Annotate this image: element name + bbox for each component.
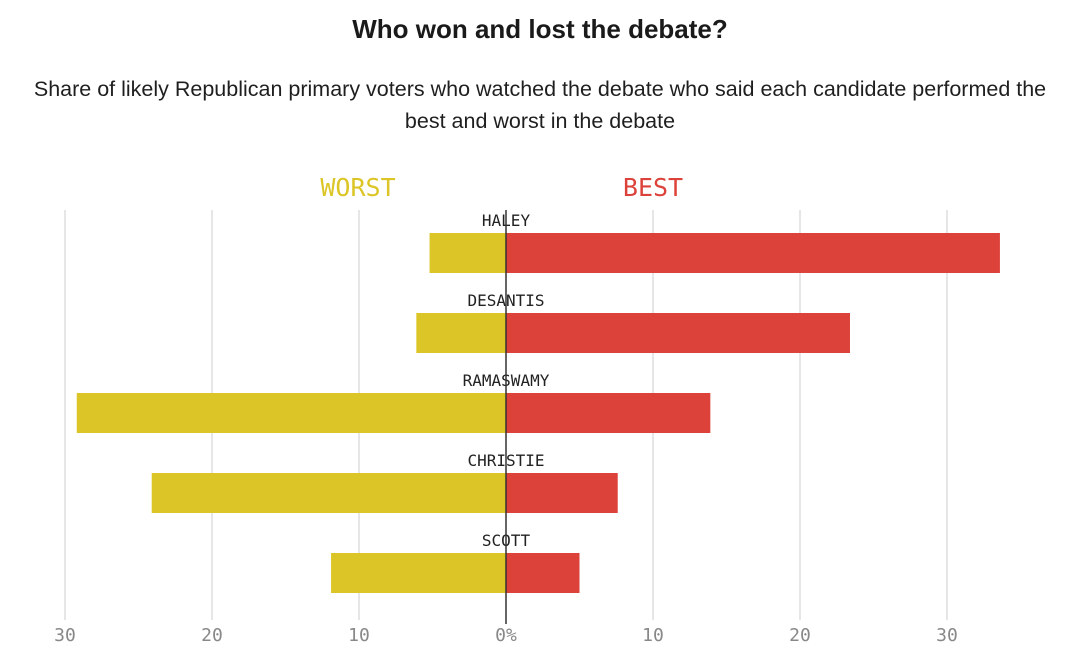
x-tick-label: 10 <box>348 625 370 646</box>
bar-worst-scott <box>331 553 506 593</box>
bar-worst-ramaswamy <box>76 393 506 433</box>
bar-best-christie <box>506 473 618 513</box>
bar-layer <box>76 233 1000 593</box>
x-tick-label: 10 <box>642 625 664 646</box>
bar-best-scott <box>506 553 580 593</box>
bar-worst-desantis <box>416 313 506 353</box>
x-tick-label: 30 <box>936 625 958 646</box>
x-tick-label: 30 <box>54 625 76 646</box>
bar-best-haley <box>506 233 1000 273</box>
x-tick-label: 20 <box>789 625 811 646</box>
bar-worst-haley <box>429 233 506 273</box>
legend-worst: WORST <box>320 173 395 202</box>
x-tick-label: 20 <box>201 625 223 646</box>
chart-subtitle: Share of likely Republican primary voter… <box>33 77 1047 133</box>
axis-layer: 30 20 10 0% 10 20 30 <box>54 210 958 646</box>
bar-best-ramaswamy <box>506 393 711 433</box>
bar-best-desantis <box>506 313 850 353</box>
bar-worst-christie <box>151 473 507 513</box>
legend-best: BEST <box>623 173 683 202</box>
x-tick-label: 0% <box>495 625 517 646</box>
chart-title: Who won and lost the debate? <box>352 14 728 44</box>
